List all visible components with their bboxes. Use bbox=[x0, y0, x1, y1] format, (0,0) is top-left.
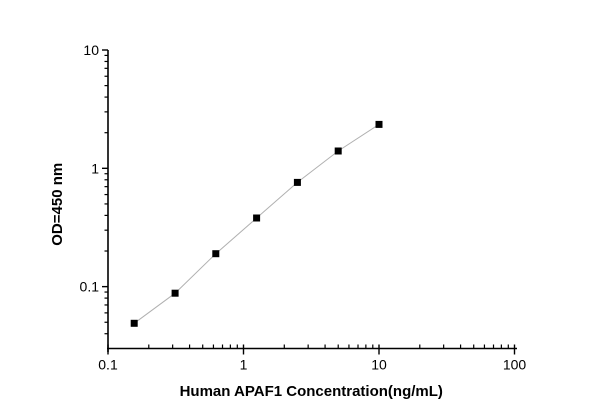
data-point-marker bbox=[171, 289, 179, 297]
data-point-marker bbox=[253, 214, 261, 222]
data-point-marker bbox=[293, 178, 301, 186]
series-layer bbox=[130, 120, 383, 327]
data-point-marker bbox=[334, 147, 342, 155]
axes-layer: 0.1 1 10 100 0.1 1 10 bbox=[80, 42, 527, 373]
y-tick-label: 10 bbox=[83, 42, 99, 58]
y-tick-label: 0.1 bbox=[80, 279, 100, 295]
x-tick-label: 1 bbox=[240, 357, 248, 373]
series-line bbox=[133, 123, 380, 324]
x-tick-label: 0.1 bbox=[98, 357, 118, 373]
data-point-marker bbox=[375, 120, 383, 128]
x-tick-label: 10 bbox=[371, 357, 387, 373]
data-point-marker bbox=[130, 319, 138, 327]
x-axis-title: Human APAF1 Concentration(ng/mL) bbox=[180, 383, 443, 400]
data-point-marker bbox=[212, 250, 220, 258]
y-tick-label: 1 bbox=[91, 160, 99, 176]
y-axis-title: OD=450 nm bbox=[49, 163, 66, 246]
x-tick-label: 100 bbox=[503, 357, 527, 373]
